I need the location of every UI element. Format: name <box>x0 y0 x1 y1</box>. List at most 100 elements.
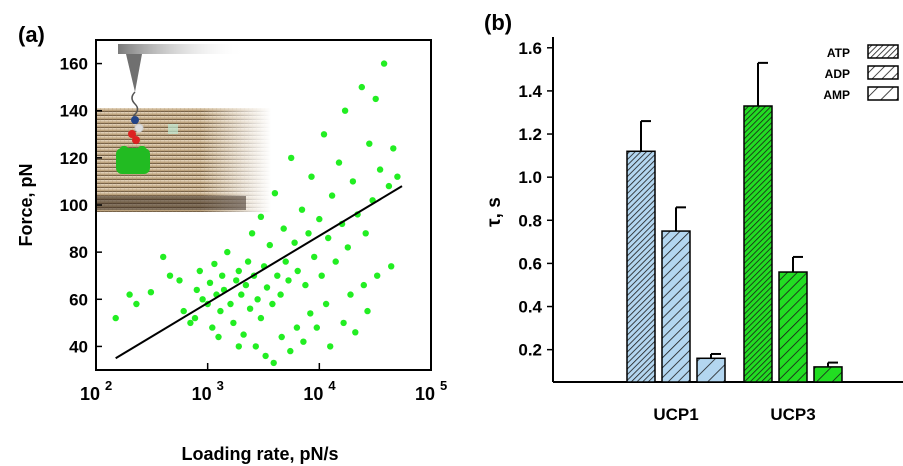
scatter-point <box>308 173 315 180</box>
y-tick-label: 160 <box>60 55 88 74</box>
scatter-point <box>191 314 199 322</box>
scatter-point <box>320 131 328 138</box>
scatter-point <box>313 324 320 331</box>
regression-line <box>115 185 403 360</box>
afm-tip <box>126 54 142 92</box>
scatter-point <box>362 230 369 237</box>
scatter-points <box>112 60 401 367</box>
y-tick-label: 120 <box>60 149 88 168</box>
linker <box>131 91 139 117</box>
panel-b-axes <box>552 37 903 383</box>
scatter-point <box>335 159 343 166</box>
scatter-point <box>372 95 379 103</box>
x-tick-label: 10 <box>415 384 435 404</box>
scatter-point <box>262 352 269 360</box>
bar-ucp1-adp <box>661 230 691 383</box>
y-tick-label: 100 <box>60 196 88 215</box>
scatter-point <box>244 258 252 265</box>
scatter-point <box>112 314 119 322</box>
scatter-point <box>238 291 245 298</box>
scatter-point <box>263 284 271 291</box>
y-ticks-b: 0.2 0.4 0.6 0.8 1.0 1.2 1.4 1.6 <box>518 39 553 360</box>
y-tick-label: 80 <box>69 243 88 262</box>
scatter-point <box>227 300 234 308</box>
y-tick-label: 40 <box>69 337 88 356</box>
scatter-point <box>196 267 203 275</box>
y-tick-label: 1.6 <box>518 39 542 58</box>
scatter-point <box>209 324 216 331</box>
scatter-point <box>291 239 298 246</box>
scatter-point <box>352 329 359 336</box>
scatter-point <box>293 324 301 331</box>
scatter-point <box>347 291 354 298</box>
scatter-point <box>199 296 206 303</box>
scatter-point <box>206 279 214 286</box>
scatter-point <box>328 192 336 199</box>
scatter-point <box>316 215 323 223</box>
scatter-point <box>390 145 397 152</box>
scatter-point <box>322 300 330 308</box>
y-tick-label: 140 <box>60 102 88 121</box>
x-tick-exponent: 5 <box>440 378 447 393</box>
scatter-point <box>257 314 265 322</box>
scatter-point <box>340 319 347 327</box>
scatter-point <box>341 107 349 114</box>
scatter-point <box>388 263 395 270</box>
scatter-point <box>366 140 373 147</box>
scatter-point <box>311 253 318 261</box>
scatter-point <box>269 300 276 308</box>
scatter-point <box>215 333 222 341</box>
scatter-point <box>294 267 301 275</box>
scatter-point <box>364 307 371 315</box>
scatter-point <box>133 300 140 308</box>
scatter-point <box>325 234 332 242</box>
y-tick-label: 0.6 <box>518 254 542 273</box>
scatter-point <box>219 272 226 279</box>
scatter-point <box>318 272 325 279</box>
scatter-point <box>298 206 306 213</box>
y-ticks-a: 40 60 80 100 120 140 160 <box>60 55 102 356</box>
scatter-point <box>180 307 187 315</box>
legend-label: AMP <box>823 88 850 102</box>
y-axis-title-a: Force, pN <box>16 163 36 246</box>
scatter-point <box>166 272 174 279</box>
scatter-point <box>277 291 284 298</box>
scatter-point <box>288 154 295 162</box>
scatter-point <box>332 258 339 265</box>
y-tick-label: 0.4 <box>518 298 542 317</box>
scatter-point <box>257 213 265 220</box>
scatter-point <box>380 60 388 67</box>
scatter-point <box>385 182 393 190</box>
scatter-point <box>246 305 254 312</box>
scatter-point <box>160 253 167 261</box>
legend-swatch <box>867 65 899 80</box>
legend-swatch <box>867 86 899 101</box>
scatter-point <box>248 230 256 237</box>
scatter-point <box>287 347 294 355</box>
scatter-point <box>274 272 281 279</box>
scatter-point <box>240 331 247 338</box>
bar-group <box>626 61 843 383</box>
scatter-point <box>235 343 242 350</box>
scatter-point <box>252 343 259 350</box>
scatter-point <box>300 338 307 345</box>
category-label: UCP3 <box>770 405 815 424</box>
scatter-point <box>254 296 261 303</box>
x-tick-label: 10 <box>303 384 323 404</box>
scatter-point <box>193 286 200 294</box>
scatter-point <box>278 333 285 341</box>
scatter-point <box>349 178 357 185</box>
legend-label: ATP <box>827 46 850 60</box>
scatter-point <box>224 248 231 256</box>
scatter-point <box>147 289 155 296</box>
scatter-point <box>242 281 250 289</box>
x-ticks-b: UCP1 UCP3 <box>653 405 815 424</box>
category-label: UCP1 <box>653 405 698 424</box>
x-axis-title-a: Loading rate, pN/s <box>181 444 338 464</box>
scatter-point <box>302 281 309 289</box>
x-tick-label: 10 <box>80 384 100 404</box>
y-axis-title-b: τ, s <box>484 197 505 227</box>
scatter-point <box>360 281 367 289</box>
scatter-point <box>266 241 273 249</box>
